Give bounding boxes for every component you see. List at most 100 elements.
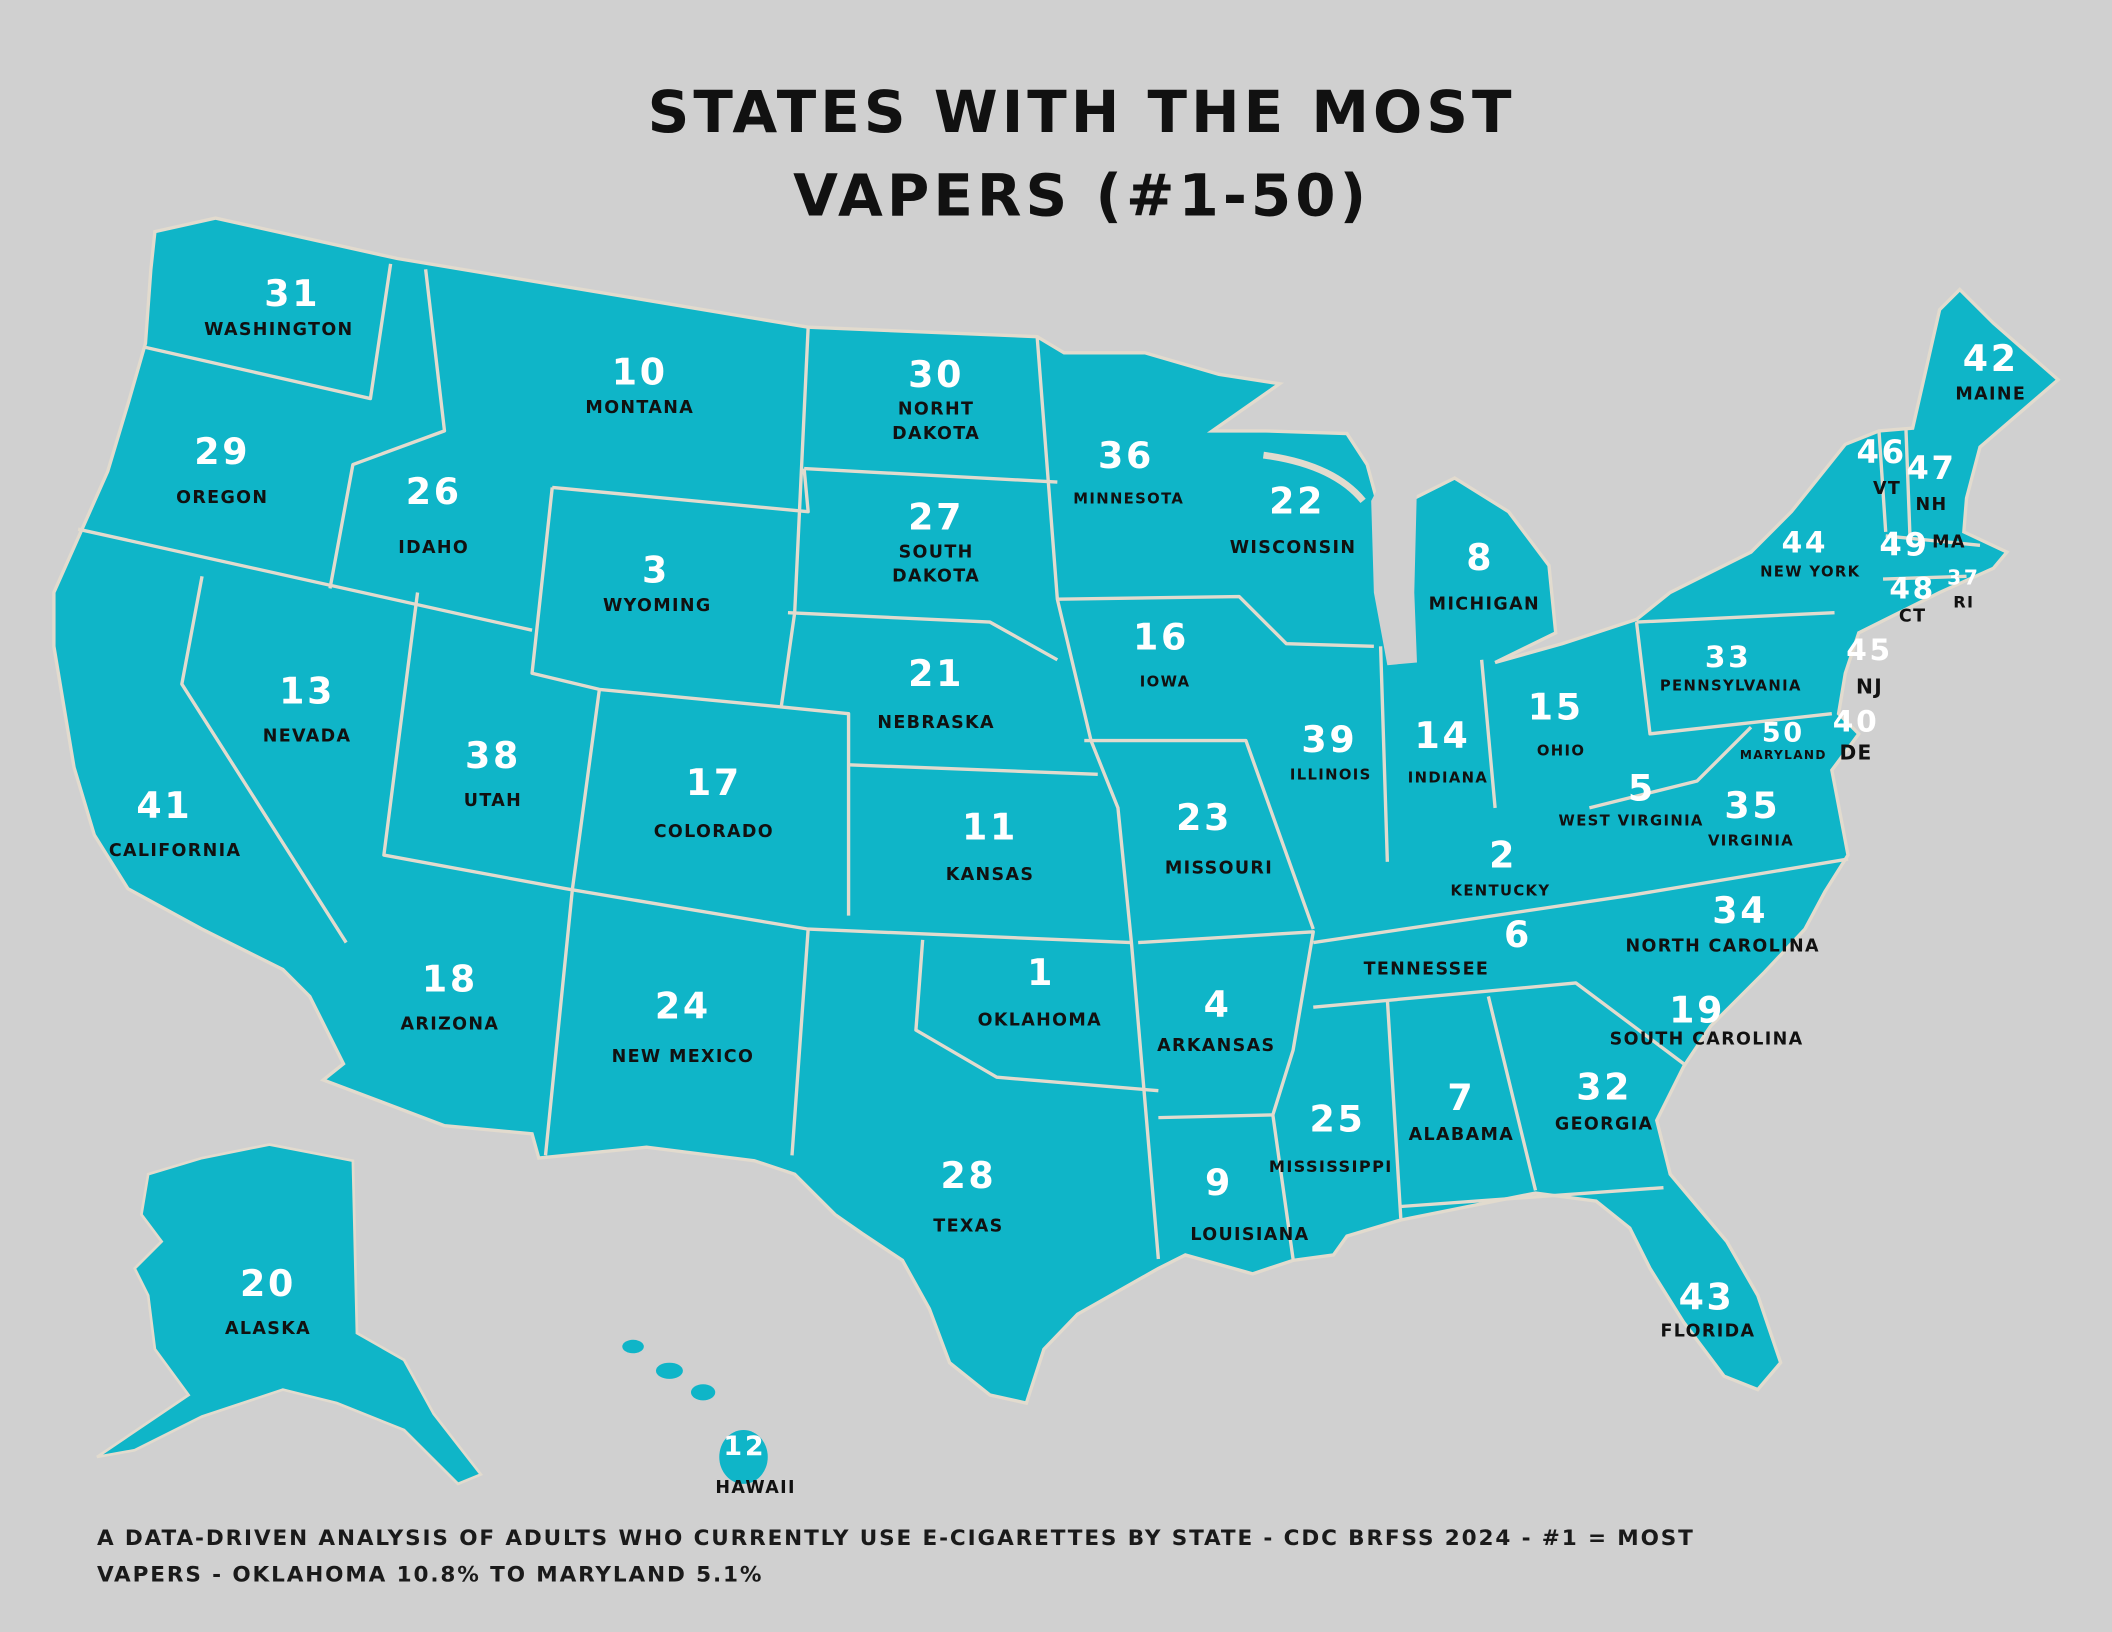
state-rank: 25 <box>1310 1098 1366 1141</box>
state-label: CT <box>1899 607 1926 627</box>
state-rank: 13 <box>279 669 335 712</box>
state-label: ARKANSAS <box>1157 1036 1275 1056</box>
state-label: NORTH CAROLINA <box>1626 937 1820 957</box>
state-rank: 48 <box>1889 571 1936 605</box>
state-rank: 19 <box>1669 989 1725 1032</box>
state-label: NORHT DAKOTA <box>892 399 981 445</box>
state-rank: 12 <box>723 1431 766 1462</box>
state-border <box>914 939 1273 1120</box>
state-rank: 17 <box>686 761 742 804</box>
state-rank: 50 <box>1762 717 1805 748</box>
state-border <box>328 269 447 589</box>
state-label: MA <box>1932 533 1966 553</box>
state-label: WASHINGTON <box>204 320 353 340</box>
state-rank: 18 <box>422 958 478 1001</box>
state-label: TEXAS <box>933 1217 1003 1237</box>
state-rank: 4 <box>1204 983 1232 1026</box>
state-label: ILLINOIS <box>1290 767 1372 784</box>
state-rank: 24 <box>655 985 711 1028</box>
state-rank: 36 <box>1098 434 1154 477</box>
state-rank: 16 <box>1133 616 1189 659</box>
state-label: NEVADA <box>263 727 352 747</box>
state-rank: 31 <box>264 272 320 315</box>
state-label: MARYLAND <box>1740 748 1827 762</box>
state-label: HAWAII <box>715 1478 796 1498</box>
state-label: COLORADO <box>654 822 774 842</box>
state-label: RI <box>1953 593 1974 612</box>
state-rank: 2 <box>1489 834 1517 877</box>
state-rank: 20 <box>240 1262 296 1305</box>
state-label: MONTANA <box>585 398 694 418</box>
state-label: NH <box>1916 495 1948 515</box>
state-rank: 22 <box>1269 480 1325 523</box>
state-border <box>1313 857 1849 1066</box>
state-rank: 30 <box>908 353 964 396</box>
state-label: ARIZONA <box>401 1015 500 1035</box>
state-label: SOUTH CAROLINA <box>1610 1030 1804 1050</box>
state-rank: 9 <box>1205 1161 1233 1204</box>
state-label: VIRGINIA <box>1708 833 1794 850</box>
state-rank: 32 <box>1576 1065 1632 1108</box>
state-border <box>1378 610 1835 862</box>
state-rank: 26 <box>406 470 462 513</box>
state-rank: 49 <box>1879 526 1929 564</box>
hawaii <box>622 1339 768 1484</box>
state-rank: 44 <box>1782 526 1829 560</box>
state-label: DE <box>1839 741 1872 765</box>
state-label: MINNESOTA <box>1073 491 1184 508</box>
state-rank: 43 <box>1679 1275 1735 1318</box>
state-label-box: NORHT DAKOTA <box>892 399 981 445</box>
us-mainland <box>52 216 2061 1406</box>
state-rank: 47 <box>1906 449 1956 487</box>
state-label: UTAH <box>464 791 522 811</box>
state-border <box>1035 336 1161 1260</box>
state-label: KENTUCKY <box>1451 882 1551 899</box>
state-border <box>530 487 851 916</box>
state-border <box>1385 996 1664 1219</box>
state-label: MICHIGAN <box>1429 595 1540 615</box>
state-rank: 21 <box>908 652 964 695</box>
state-label: CALIFORNIA <box>109 841 242 861</box>
state-label: WYOMING <box>603 596 712 616</box>
state-label: SOUTH DAKOTA <box>892 542 981 588</box>
footnote-line: A DATA-DRIVEN ANALYSIS OF ADULTS WHO CUR… <box>97 1526 1695 1551</box>
alaska <box>96 1143 484 1486</box>
title-line: VAPERS (#1-50) <box>793 161 1370 229</box>
state-label: FLORIDA <box>1660 1322 1755 1342</box>
state-label-box: SOUTH DAKOTA <box>892 542 981 588</box>
state-border <box>543 689 810 1156</box>
state-rank: 8 <box>1466 536 1494 579</box>
lake-michigan <box>1371 444 1417 666</box>
state-rank: 39 <box>1301 718 1357 761</box>
state-rank: 41 <box>136 784 192 827</box>
state-rank: 33 <box>1705 640 1752 674</box>
footnote-line: VAPERS - OKLAHOMA 10.8% TO MARYLAND 5.1% <box>97 1562 763 1587</box>
island <box>719 1430 768 1484</box>
state-label: MISSOURI <box>1165 859 1273 879</box>
state-label: NEBRASKA <box>877 713 994 733</box>
state-border <box>382 592 1132 945</box>
state-rank: 15 <box>1528 686 1584 729</box>
state-label: NJ <box>1856 675 1883 699</box>
state-label: PENNSYLVANIA <box>1660 678 1802 695</box>
state-label: ALABAMA <box>1409 1125 1515 1145</box>
state-label: KANSAS <box>946 865 1035 885</box>
title-line: STATES WITH THE MOST <box>648 78 1516 146</box>
state-rank: 11 <box>962 805 1018 848</box>
state-borders <box>77 263 1981 1260</box>
state-rank: 7 <box>1447 1076 1475 1119</box>
state-label: OKLAHOMA <box>978 1011 1102 1031</box>
state-label: IDAHO <box>398 538 469 558</box>
state-rank: 42 <box>1963 337 2019 380</box>
island <box>622 1339 644 1354</box>
state-rank: 40 <box>1833 705 1880 739</box>
state-rank: 38 <box>465 734 521 777</box>
state-label: VT <box>1873 479 1901 499</box>
state-rank: 29 <box>194 430 250 473</box>
state-label: IOWA <box>1140 674 1191 691</box>
state-border <box>1588 428 1981 810</box>
state-label: WEST VIRGINIA <box>1559 812 1704 829</box>
